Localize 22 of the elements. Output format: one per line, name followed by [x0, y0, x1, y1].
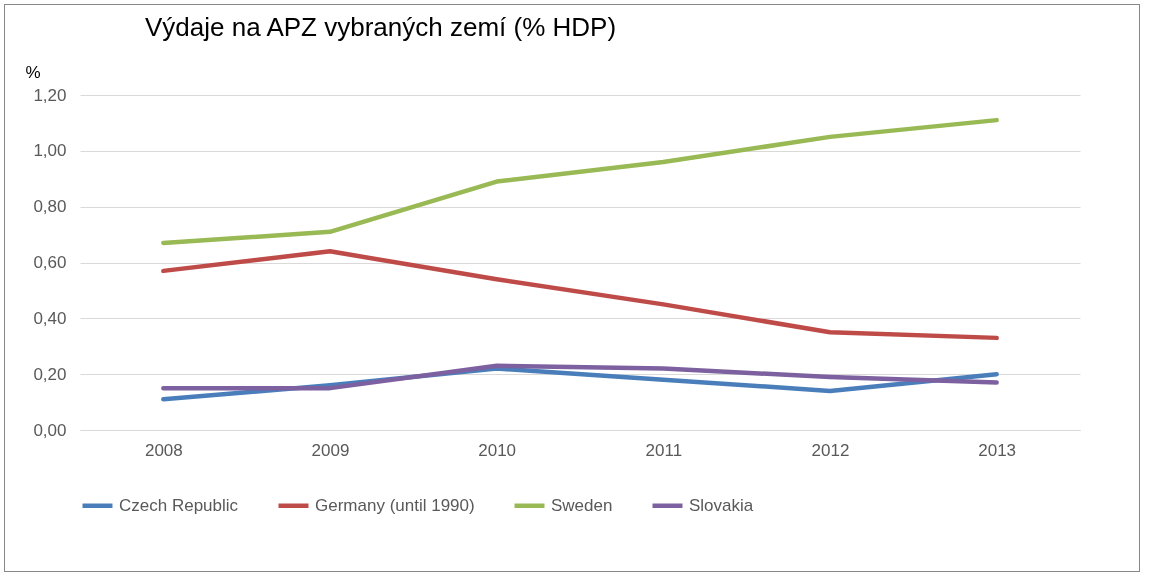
y-tick-label: 0,20 [33, 364, 67, 384]
y-tick-label: 0,60 [33, 253, 67, 272]
legend-label: Czech Republic [119, 495, 239, 515]
x-tick-label: 2011 [645, 440, 683, 460]
x-tick-label: 2010 [478, 440, 517, 460]
y-tick-label: 0,00 [33, 420, 67, 440]
line-series [161, 363, 999, 391]
y-tick-label: 1,20 [33, 85, 67, 105]
line-series [161, 117, 999, 246]
x-tick-label: 2012 [811, 440, 850, 460]
y-axis-title: % [25, 62, 41, 82]
y-tick-label: 0,80 [33, 197, 67, 217]
legend-label: Slovakia [689, 495, 754, 515]
x-tick-label: 2013 [978, 440, 1017, 460]
legend-label: Sweden [551, 495, 613, 515]
x-tick-label: 2008 [144, 440, 183, 460]
legend-label: Germany (until 1990) [315, 495, 475, 515]
chart-title: Výdaje na APZ vybraných zemí (% HDP) [145, 12, 617, 42]
line-series [161, 249, 999, 341]
x-tick-label: 2009 [311, 440, 350, 460]
y-tick-label: 1,00 [33, 141, 67, 161]
y-tick-label: 0,40 [33, 308, 67, 328]
